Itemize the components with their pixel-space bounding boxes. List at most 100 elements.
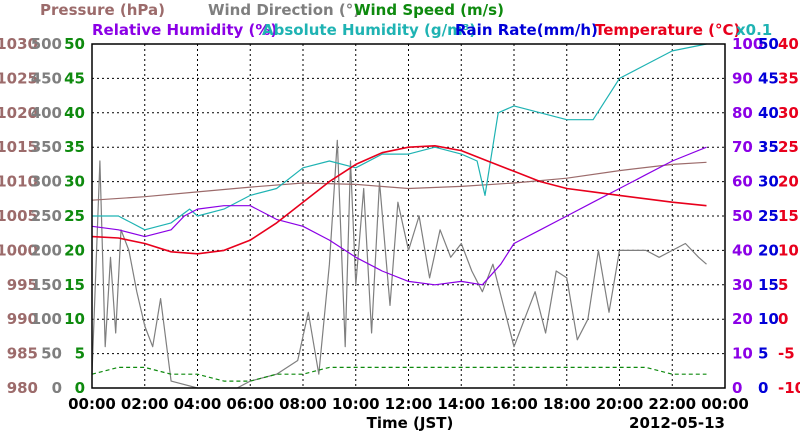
temperature-tick-label: 15 bbox=[778, 207, 799, 225]
x-tick-label: 12:00 bbox=[385, 395, 433, 413]
wind-direction-tick-label: 250 bbox=[31, 207, 62, 225]
legend-item: Relative Humidity (%) bbox=[92, 21, 277, 39]
x-tick-label: 16:00 bbox=[490, 395, 538, 413]
rain-rate-tick-label: 25 bbox=[758, 207, 779, 225]
series-line-relative-humidity bbox=[91, 146, 707, 286]
temperature-tick-label: -10 bbox=[778, 379, 800, 397]
wind-speed-tick-label: 10 bbox=[64, 310, 85, 328]
relative-humidity-tick-label: 70 bbox=[732, 138, 753, 156]
rain-rate-tick-label: 5 bbox=[758, 345, 768, 363]
legend-item: Wind Direction (°) bbox=[208, 1, 360, 19]
wind-speed-tick-label: 50 bbox=[64, 35, 85, 53]
pressure-tick-label: 1010 bbox=[0, 173, 38, 191]
wind-speed-tick-label: 40 bbox=[64, 104, 85, 122]
wind-speed-tick-label: 45 bbox=[64, 69, 85, 87]
relative-humidity-tick-label: 50 bbox=[732, 207, 753, 225]
wind-direction-tick-label: 100 bbox=[31, 310, 62, 328]
rain-rate-tick-label: 50 bbox=[758, 35, 779, 53]
relative-humidity-tick-label: 10 bbox=[732, 345, 753, 363]
pressure-tick-label: 1030 bbox=[0, 35, 38, 53]
rain-rate-tick-label: 15 bbox=[758, 276, 779, 294]
series-line-wind-direction bbox=[91, 139, 707, 389]
temperature-tick-label: -5 bbox=[778, 345, 795, 363]
x-tick-label: 04:00 bbox=[174, 395, 222, 413]
wind-speed-tick-label: 25 bbox=[64, 207, 85, 225]
wind-direction-tick-label: 350 bbox=[31, 138, 62, 156]
x-tick-label: 06:00 bbox=[226, 395, 274, 413]
x-tick-label: 02:00 bbox=[121, 395, 169, 413]
series-line-wind-speed bbox=[91, 366, 707, 382]
pressure-tick-label: 1015 bbox=[0, 138, 38, 156]
pressure-tick-label: 1020 bbox=[0, 104, 38, 122]
relative-humidity-tick-label: 60 bbox=[732, 173, 753, 191]
relative-humidity-tick-label: 20 bbox=[732, 310, 753, 328]
x-tick-label: 18:00 bbox=[543, 395, 591, 413]
series-layer bbox=[91, 43, 707, 389]
temperature-tick-label: 30 bbox=[778, 104, 799, 122]
x-tick-label: 14:00 bbox=[437, 395, 485, 413]
legend-item: Pressure (hPa) bbox=[40, 1, 165, 19]
x-tick-label: 08:00 bbox=[279, 395, 327, 413]
temperature-tick-label: 35 bbox=[778, 69, 799, 87]
x-tick-label: 00:00 bbox=[701, 395, 749, 413]
rain-rate-tick-label: 20 bbox=[758, 241, 779, 259]
wind-speed-tick-label: 20 bbox=[64, 241, 85, 259]
temperature-tick-label: 20 bbox=[778, 173, 799, 191]
relative-humidity-tick-label: 30 bbox=[732, 276, 753, 294]
x-tick-label: 20:00 bbox=[596, 395, 644, 413]
legend-item: Absolute Humidity (g/m³) bbox=[262, 21, 476, 39]
relative-humidity-tick-label: 0 bbox=[732, 379, 742, 397]
wind-direction-tick-label: 200 bbox=[31, 241, 62, 259]
rain-rate-tick-label: 40 bbox=[758, 104, 779, 122]
rain-rate-tick-label: 45 bbox=[758, 69, 779, 87]
legend: Pressure (hPa) Wind Direction (°)Wind Spe… bbox=[40, 1, 772, 39]
pressure-tick-label: 1025 bbox=[0, 69, 38, 87]
wind-direction-tick-label: 300 bbox=[31, 173, 62, 191]
rain-rate-tick-label: 10 bbox=[758, 310, 779, 328]
relative-humidity-tick-label: 90 bbox=[732, 69, 753, 87]
series-line-wind-speed bbox=[92, 43, 707, 231]
wind-direction-tick-label: 150 bbox=[31, 276, 62, 294]
rain-rate-tick-label: 35 bbox=[758, 138, 779, 156]
axes: 1030102510201015101010051000995990985980… bbox=[0, 35, 800, 397]
temperature-tick-label: 5 bbox=[778, 276, 788, 294]
x-tick-label: 22:00 bbox=[648, 395, 696, 413]
wind-direction-tick-label: 500 bbox=[31, 35, 62, 53]
series-line-pressure bbox=[91, 161, 707, 201]
rain-rate-tick-label: 30 bbox=[758, 173, 779, 191]
wind-direction-tick-label: 50 bbox=[41, 345, 62, 363]
grid bbox=[92, 44, 725, 388]
relative-humidity-tick-label: 80 bbox=[732, 104, 753, 122]
plot-frame bbox=[91, 43, 726, 389]
relative-humidity-tick-label: 100 bbox=[732, 35, 763, 53]
x-axis: 00:00 02:00 04:00 06:00 08:00 10:00 12:00 14:00… bbox=[68, 395, 749, 432]
x-tick-label: 00:00 bbox=[68, 395, 116, 413]
temperature-tick-label: 0 bbox=[778, 310, 788, 328]
x-tick-label: 10:00 bbox=[332, 395, 380, 413]
wind-direction-tick-label: 0 bbox=[52, 379, 62, 397]
legend-item: Rain Rate(mm/h) bbox=[455, 21, 598, 39]
pressure-tick-label: 990 bbox=[7, 310, 38, 328]
legend-item: Temperature (°C) bbox=[595, 21, 740, 39]
temperature-tick-label: 25 bbox=[778, 138, 799, 156]
wind-speed-tick-label: 30 bbox=[64, 173, 85, 191]
pressure-tick-label: 980 bbox=[7, 379, 38, 397]
rain-rate-tick-label: 0 bbox=[758, 379, 768, 397]
pressure-tick-label: 995 bbox=[7, 276, 38, 294]
pressure-tick-label: 1005 bbox=[0, 207, 38, 225]
temperature-tick-label: 40 bbox=[778, 35, 799, 53]
legend-item: Wind Speed (m/s) bbox=[354, 1, 504, 19]
wind-speed-tick-label: 35 bbox=[64, 138, 85, 156]
date-label: 2012-05-13 bbox=[629, 414, 725, 432]
wind-direction-tick-label: 400 bbox=[31, 104, 62, 122]
pressure-tick-label: 985 bbox=[7, 345, 38, 363]
legend-scale-note: x0.1 bbox=[736, 21, 772, 39]
temperature-tick-label: 10 bbox=[778, 241, 799, 259]
wind-speed-tick-label: 0 bbox=[75, 379, 85, 397]
series-line-temperature bbox=[91, 145, 707, 255]
pressure-tick-label: 1000 bbox=[0, 241, 38, 259]
wind-speed-tick-label: 5 bbox=[75, 345, 85, 363]
wind-direction-tick-label: 450 bbox=[31, 69, 62, 87]
wind-speed-tick-label: 15 bbox=[64, 276, 85, 294]
